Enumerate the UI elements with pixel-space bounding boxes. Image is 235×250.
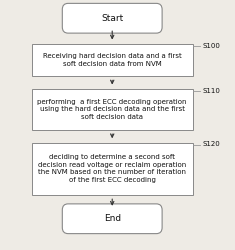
FancyBboxPatch shape: [32, 142, 193, 195]
FancyBboxPatch shape: [62, 204, 162, 234]
FancyBboxPatch shape: [32, 89, 193, 130]
Text: S120: S120: [202, 142, 220, 148]
Text: Receiving hard decision data and a first
soft decision data from NVM: Receiving hard decision data and a first…: [43, 53, 182, 67]
FancyBboxPatch shape: [32, 44, 193, 76]
Text: End: End: [104, 214, 121, 223]
Text: deciding to determine a second soft
decision read voltage or reclaim operation
t: deciding to determine a second soft deci…: [38, 154, 186, 183]
FancyBboxPatch shape: [62, 3, 162, 33]
Text: performing  a first ECC decoding operation
using the hard decision data and the : performing a first ECC decoding operatio…: [37, 99, 187, 120]
Text: S110: S110: [202, 88, 220, 94]
Text: S100: S100: [202, 43, 220, 49]
Text: Start: Start: [101, 14, 123, 23]
